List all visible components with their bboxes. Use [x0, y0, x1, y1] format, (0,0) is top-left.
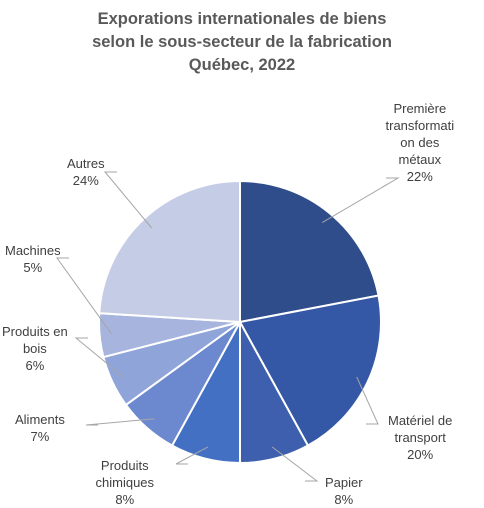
slice-label-line: Aliments	[15, 412, 65, 427]
slice-value-label: 5%	[23, 260, 43, 275]
slice-label-line: bois	[22, 341, 47, 356]
slice-label: Aliments 7%	[15, 411, 65, 445]
leader-line	[56, 257, 113, 335]
leader-line	[85, 418, 155, 426]
pie-slice	[239, 179, 380, 324]
slice-value-label: 20%	[407, 447, 434, 462]
slice-label-line: métaux	[398, 152, 442, 167]
chart-title-line: Exporations internationales de biens	[97, 10, 387, 28]
chart-title-line: Québec, 2022	[188, 56, 296, 74]
slice-label: Machines 5%	[5, 242, 61, 276]
leader-line	[321, 177, 400, 224]
pie-slice	[98, 179, 241, 324]
leader-line	[356, 376, 379, 425]
slice-value-label: 8%	[115, 492, 135, 507]
slice-value-label: 22%	[406, 169, 433, 184]
slice-value-label: 8%	[334, 492, 354, 507]
slice-label-line: on des	[400, 135, 440, 150]
slice-value-label: 6%	[25, 358, 45, 373]
slice-label-line: Machines	[5, 243, 61, 258]
slice-label-line: Produits en	[2, 324, 68, 339]
slice-value-label: 7%	[30, 429, 50, 444]
slice-label: Produits en bois 6%	[2, 323, 68, 374]
slice-label: Première transformati on des métaux 22%	[386, 100, 455, 185]
leader-line	[74, 337, 124, 378]
slice-label-line: chimiques	[95, 475, 155, 490]
slice-label-line: Autres	[67, 156, 105, 171]
chart-title: Exporations internationales de biens sel…	[0, 8, 484, 77]
slice-label: Produits chimiques 8%	[96, 457, 155, 508]
chart-title-line: selon le sous-secteur de la fabrication	[92, 33, 392, 51]
slice-value-label: 24%	[72, 173, 99, 188]
slice-label-line: Première	[393, 101, 447, 116]
slice-label-line: transformati	[385, 118, 455, 133]
slice-label-line: transport	[394, 430, 446, 445]
slice-label-line: Produits	[100, 458, 149, 473]
slice-label: Papier 8%	[325, 474, 363, 508]
leader-line	[271, 446, 319, 482]
slice-label-line: Papier	[325, 475, 363, 490]
pie-slice	[238, 294, 382, 447]
slice-label-line: Matériel de	[388, 413, 453, 428]
leader-line	[175, 446, 209, 465]
slice-label: Matériel de transport 20%	[388, 412, 452, 463]
slice-label: Autres 24%	[67, 155, 105, 189]
leader-line	[103, 171, 153, 229]
